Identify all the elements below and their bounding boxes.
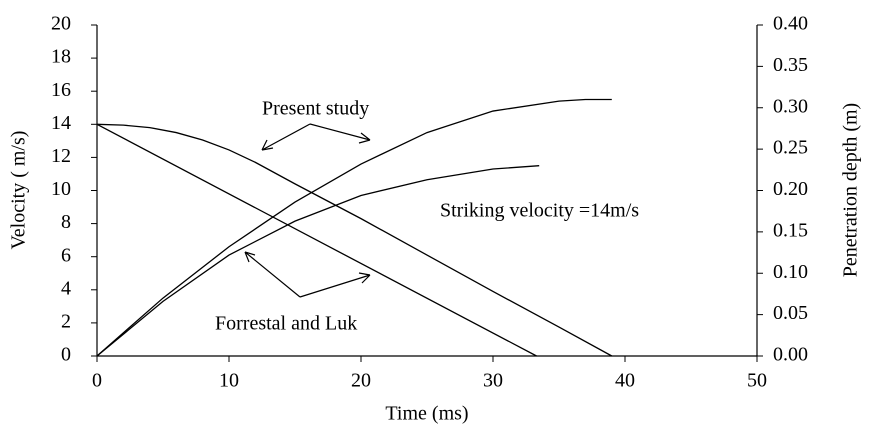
y2-tick-label: 0.10 — [773, 261, 808, 283]
x-tick-label: 20 — [351, 370, 371, 392]
x-axis-label: Time (ms) — [385, 403, 468, 425]
y2-tick-label: 0.35 — [773, 54, 808, 76]
y-tick-label: 0 — [61, 344, 71, 366]
annotation: Forrestal and Luk — [215, 313, 357, 335]
annotation: Striking velocity =14m/s — [440, 200, 639, 222]
arrows — [244, 123, 371, 298]
y-tick-label: 10 — [51, 178, 71, 200]
series-line — [96, 123, 613, 357]
x-tick-label: 10 — [219, 370, 239, 392]
y-axis-label: Velocity ( m/s) — [8, 131, 30, 250]
x-tick-label: 40 — [615, 370, 635, 392]
y-tick-label: 18 — [51, 46, 71, 68]
y2-tick-label: 0.25 — [773, 137, 808, 159]
y-tick-label: 4 — [61, 277, 71, 299]
series-line — [96, 98, 612, 357]
y-tick-label: 8 — [61, 211, 71, 233]
y2-tick-label: 0.05 — [773, 302, 808, 324]
x-tick-label: 50 — [747, 370, 767, 392]
y2-tick-label: 0.15 — [773, 219, 808, 241]
y2-tick-label: 0.30 — [773, 95, 808, 117]
y-tick-label: 16 — [51, 79, 71, 101]
annotation: Present study — [262, 98, 369, 120]
series-line — [96, 123, 537, 357]
y-tick-label: 20 — [51, 13, 71, 35]
y-tick-label: 12 — [51, 145, 71, 167]
y2-axis-label: Penetration depth (m) — [840, 103, 862, 277]
x-tick-label: 0 — [92, 370, 102, 392]
y-tick-label: 14 — [51, 112, 71, 134]
y2-tick-label: 0.20 — [773, 178, 808, 200]
series-line — [96, 165, 540, 357]
y2-tick-label: 0.40 — [773, 13, 808, 35]
x-tick-label: 30 — [483, 370, 503, 392]
y-tick-label: 6 — [61, 244, 71, 266]
y-tick-label: 2 — [61, 310, 71, 332]
y2-tick-label: 0.00 — [773, 344, 808, 366]
